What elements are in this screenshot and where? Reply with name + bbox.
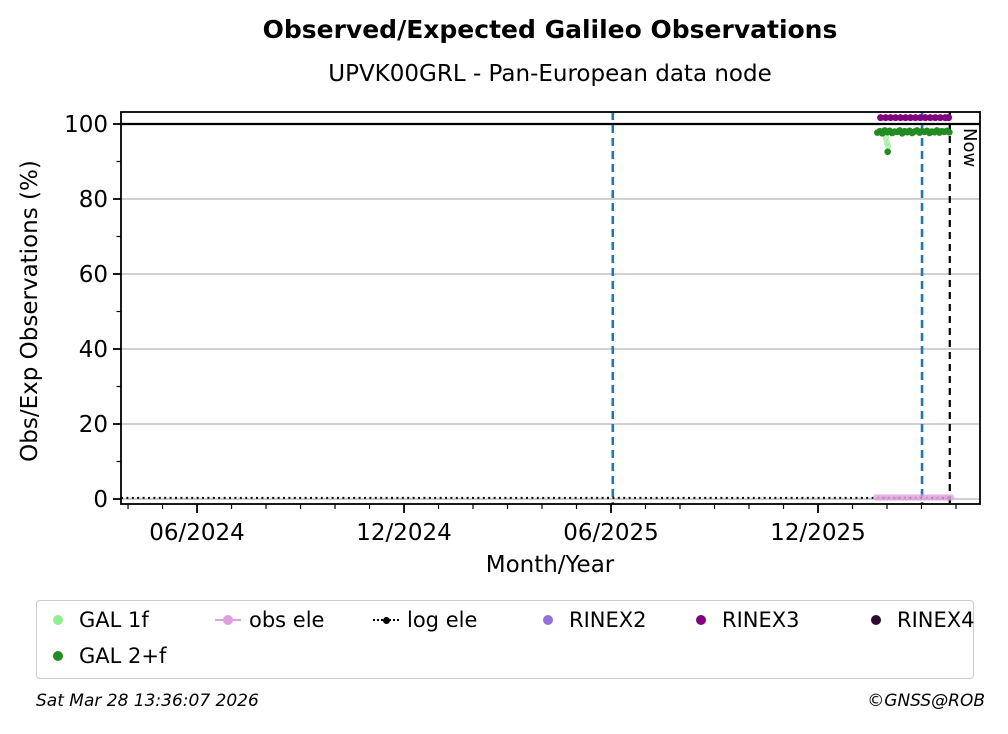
now-annotation: Now	[959, 128, 980, 167]
rinex4-marker-icon	[863, 615, 889, 625]
rinex2-marker-icon	[535, 615, 561, 625]
chart-title: Observed/Expected Galileo Observations	[262, 15, 838, 44]
legend-label: log ele	[407, 608, 478, 632]
x-tick-labels: 06/2024 12/2024 06/2025 12/2025	[149, 520, 866, 546]
gal-2f-marker-icon	[45, 651, 71, 661]
x-tick-label: 12/2025	[770, 520, 866, 546]
legend-label: GAL 2+f	[79, 644, 167, 668]
x-tick-label: 12/2024	[356, 520, 452, 546]
data-series-layer	[121, 112, 955, 504]
y-tick-label: 80	[79, 187, 108, 213]
x-axis-label: Month/Year	[485, 552, 615, 578]
legend-item-log-ele: log ele	[373, 605, 477, 635]
legend-label: RINEX3	[722, 608, 800, 632]
legend-item-rinex4: RINEX4	[863, 605, 975, 635]
axis-ticks	[113, 123, 957, 513]
obs-ele-marker-icon	[215, 615, 241, 625]
y-tick-labels: 0 20 40 60 80 100	[64, 112, 108, 513]
y-tick-label: 40	[79, 337, 108, 363]
legend-item-rinex2: RINEX2	[535, 605, 647, 635]
copyright: ©GNSS@ROB	[867, 691, 985, 711]
y-tick-label: 60	[79, 262, 108, 288]
plot-border	[120, 111, 981, 505]
chart-subtitle: UPVK00GRL - Pan-European data node	[328, 61, 772, 87]
legend-label: RINEX2	[569, 608, 647, 632]
legend-item-gal-1f: GAL 1f	[45, 605, 149, 635]
legend-item-gal-2f: GAL 2+f	[45, 641, 166, 671]
y-tick-label: 100	[64, 112, 108, 138]
log-ele-marker-icon	[373, 616, 399, 624]
legend-label: GAL 1f	[79, 608, 149, 632]
legend-item-obs-ele: obs ele	[215, 605, 324, 635]
y-tick-label: 0	[93, 487, 108, 513]
x-tick-label: 06/2024	[149, 520, 245, 546]
legend-label: RINEX4	[897, 608, 975, 632]
legend-label: obs ele	[249, 608, 325, 632]
x-tick-label: 06/2025	[563, 520, 659, 546]
gridlines	[121, 122, 980, 500]
timestamp: Sat Mar 28 13:36:07 2026	[36, 691, 259, 711]
gal-1f-marker-icon	[45, 615, 71, 625]
legend-box: GAL 1f obs ele log ele RINEX2 RINEX3	[36, 600, 975, 679]
y-tick-label: 20	[79, 412, 108, 438]
legend-item-rinex3: RINEX3	[688, 605, 800, 635]
rinex3-marker-icon	[688, 615, 714, 625]
